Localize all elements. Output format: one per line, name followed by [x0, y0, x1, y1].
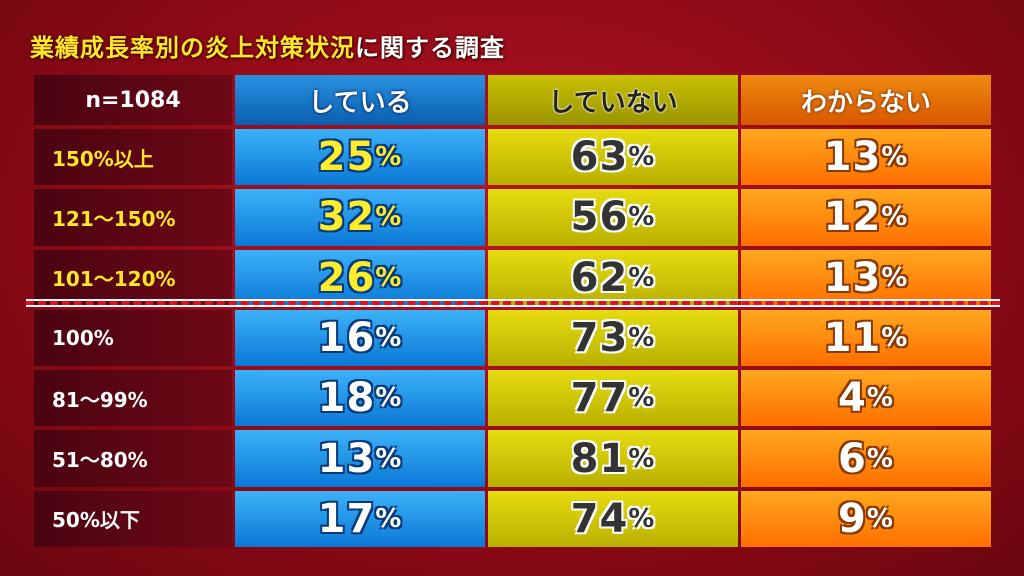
value-cell: 81%: [488, 430, 738, 487]
survey-table: n=1084 している していない わからない 150%以上 25% 63% 13% 121～1…: [34, 75, 991, 547]
value-cell: 62%: [488, 249, 738, 306]
row-label: 101～120%: [34, 249, 232, 306]
value-cell: 11%: [741, 309, 991, 367]
title-rest: に関する調査: [355, 34, 505, 62]
header-cell: している: [235, 75, 485, 125]
value-cell: 25%: [235, 129, 485, 186]
value-cell: 9%: [741, 490, 991, 547]
value-cell: 4%: [741, 370, 991, 427]
value-cell: 16%: [235, 309, 485, 367]
value-cell: 13%: [741, 129, 991, 186]
header-cell: していない: [488, 75, 738, 125]
value-cell: 13%: [741, 249, 991, 306]
title: 業績成長率別の炎上対策状況に関する調査: [30, 28, 505, 63]
value-cell: 56%: [488, 189, 738, 246]
row-label: 50%以下: [34, 490, 232, 547]
divider-line: [26, 301, 1000, 305]
header-cell: わからない: [741, 75, 991, 125]
value-cell: 74%: [488, 490, 738, 547]
value-cell: 13%: [235, 430, 485, 487]
value-cell: 63%: [488, 129, 738, 186]
row-label: 121～150%: [34, 189, 232, 246]
row-label: 100%: [34, 309, 232, 367]
row-label: 51～80%: [34, 430, 232, 487]
value-cell: 18%: [235, 370, 485, 427]
value-cell: 17%: [235, 490, 485, 547]
value-cell: 32%: [235, 189, 485, 246]
value-cell: 6%: [741, 430, 991, 487]
row-label: 150%以上: [34, 129, 232, 186]
title-highlight: 業績成長率別の炎上対策状況: [30, 34, 355, 62]
header-cell: n=1084: [34, 75, 232, 125]
row-label: 81～99%: [34, 370, 232, 427]
value-cell: 26%: [235, 249, 485, 306]
value-cell: 12%: [741, 189, 991, 246]
value-cell: 77%: [488, 370, 738, 427]
value-cell: 73%: [488, 309, 738, 367]
